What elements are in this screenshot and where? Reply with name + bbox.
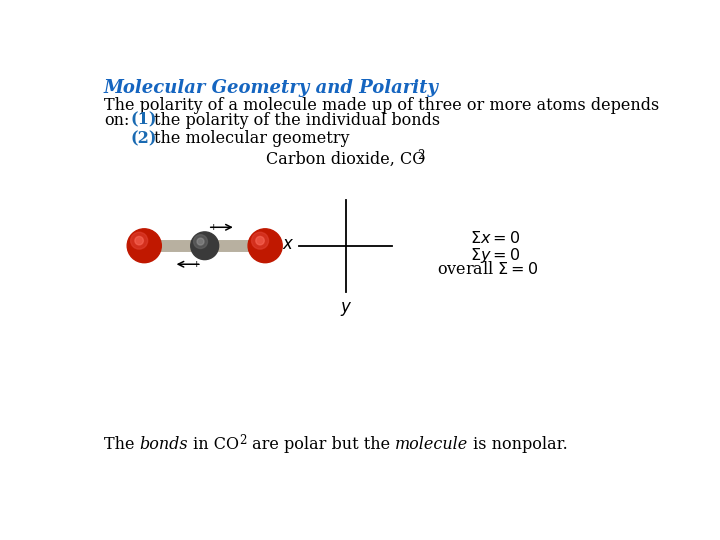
Text: +: + bbox=[210, 223, 217, 232]
Text: in CO: in CO bbox=[188, 436, 239, 453]
Circle shape bbox=[130, 232, 148, 249]
Text: +: + bbox=[192, 260, 200, 269]
Text: the polarity of the individual bonds: the polarity of the individual bonds bbox=[153, 112, 440, 129]
Text: The polarity of a molecule made up of three or more atoms depends: The polarity of a molecule made up of th… bbox=[104, 97, 660, 114]
Text: is nonpolar.: is nonpolar. bbox=[468, 436, 568, 453]
Circle shape bbox=[127, 229, 161, 262]
Text: the molecular geometry: the molecular geometry bbox=[153, 130, 349, 147]
Text: overall $\Sigma = 0$: overall $\Sigma = 0$ bbox=[437, 261, 539, 278]
Text: $\Sigma y = 0$: $\Sigma y = 0$ bbox=[469, 246, 520, 265]
Text: $\Sigma x = 0$: $\Sigma x = 0$ bbox=[469, 231, 520, 247]
Circle shape bbox=[256, 237, 264, 245]
Text: 2: 2 bbox=[417, 148, 424, 162]
Circle shape bbox=[194, 235, 207, 248]
Text: Molecular Geometry and Polarity: Molecular Geometry and Polarity bbox=[104, 79, 439, 97]
Text: molecule: molecule bbox=[395, 436, 468, 453]
Text: Carbon dioxide, CO: Carbon dioxide, CO bbox=[266, 151, 426, 168]
Text: (1): (1) bbox=[130, 112, 157, 129]
Text: on:: on: bbox=[104, 112, 130, 129]
Text: The: The bbox=[104, 436, 140, 453]
Circle shape bbox=[248, 229, 282, 262]
Text: are polar but the: are polar but the bbox=[246, 436, 395, 453]
Text: 2: 2 bbox=[239, 434, 246, 447]
Text: $y$: $y$ bbox=[340, 300, 352, 318]
Circle shape bbox=[191, 232, 219, 260]
Circle shape bbox=[197, 238, 204, 245]
Text: $x$: $x$ bbox=[282, 235, 294, 253]
Circle shape bbox=[251, 232, 269, 249]
Text: (2): (2) bbox=[130, 130, 157, 147]
Text: bonds: bonds bbox=[140, 436, 188, 453]
Circle shape bbox=[135, 237, 143, 245]
